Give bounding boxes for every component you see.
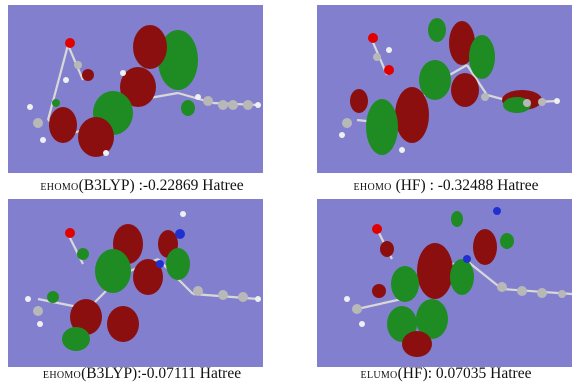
caption-text: (HF) : -0.32488 Hatree [391,177,539,194]
orbital-lobe-red [82,69,94,81]
orbital-lobe-green [428,18,446,42]
orbital-lobe-red [395,87,429,143]
orbital-lobe-red [451,73,479,107]
orbital-lobe-red [449,21,475,65]
caption-text: (B3LYP) :-0.22869 Hatree [78,177,244,194]
orbital-lobe-green [391,266,419,302]
orbital-lobe-green [95,249,131,293]
orbital-lobe-green [47,291,59,303]
orbital-lobe-green [62,327,90,351]
caption-4: ELUMO(HF): 0.07035 Hatree [306,365,577,383]
orbital-render-4 [317,199,572,367]
orbital-panel-2 [317,5,572,173]
orbital-lobe-green [416,299,448,339]
orbital-lobe-green [450,259,474,295]
orbital-render-1 [8,5,263,173]
orbital-panel-4 [317,199,572,367]
orbital-lobe-green [181,100,195,116]
caption-prefix: EHOMO [40,182,79,193]
caption-text: (B3LYP):-0.07111 Hatree [81,365,242,382]
orbital-render-3 [8,199,263,367]
orbital-panel-3 [8,199,263,367]
orbital-lobe-red [107,306,139,342]
orbital-lobe-red [350,89,368,113]
orbital-lobe-red [380,241,394,257]
orbital-lobe-red [133,259,163,295]
caption-1: EHOMO(B3LYP) :-0.22869 Hatree [2,177,282,195]
orbital-lobe-green [366,99,398,155]
caption-3: EHOMO(B3LYP):-0.07111 Hatree [2,365,282,383]
orbital-lobe-green [77,248,89,260]
orbital-lobe-green [166,248,190,280]
caption-2: EHOMO (HF) : -0.32488 Hatree [306,177,577,195]
orbital-lobe-green [158,30,198,90]
caption-prefix: EHOMO [353,182,392,193]
orbital-lobe-red [417,243,453,299]
caption-text: (HF): 0.07035 Hatree [397,365,532,382]
orbital-lobe-green [451,211,463,227]
orbital-lobe-green [500,233,514,249]
orbital-lobe-green [419,60,451,100]
orbital-lobe-red [473,229,497,265]
orbital-lobe-red [70,299,102,335]
caption-prefix: ELUMO [360,370,398,381]
orbital-lobe-red [49,107,77,143]
orbital-panel-1 [8,5,263,173]
caption-prefix: EHOMO [42,370,82,381]
orbital-lobe-red [133,25,167,69]
orbital-lobe-red [120,67,156,107]
orbital-lobe-red [402,331,432,357]
orbital-lobe-green [469,35,495,79]
orbital-lobe-red [78,117,114,157]
orbital-lobe-red [372,284,386,298]
orbital-render-2 [317,5,572,173]
